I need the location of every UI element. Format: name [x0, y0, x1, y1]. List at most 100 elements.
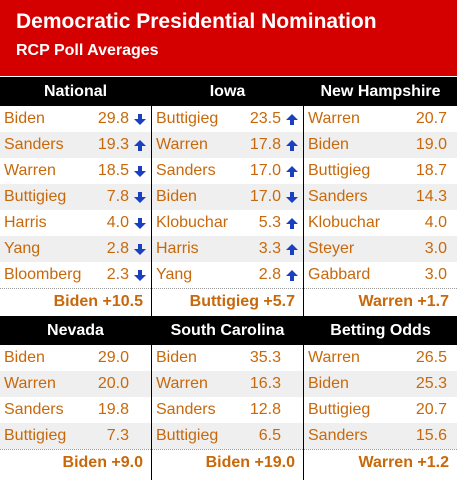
- poll-row: Klobuchar 5.3: [152, 210, 303, 236]
- trend-up-arrow-icon: [286, 270, 298, 281]
- poll-value: 7.8: [106, 188, 129, 205]
- poll-row: Harris 4.0: [0, 210, 151, 236]
- panel-title: National: [0, 77, 151, 106]
- candidate-name: Buttigieg: [4, 188, 67, 205]
- trend-down-arrow-icon: [286, 192, 298, 203]
- candidate-name: Sanders: [4, 136, 64, 153]
- candidate-name: Gabbard: [308, 266, 371, 283]
- poll-value: 26.5: [415, 349, 447, 366]
- candidate-name: Warren: [308, 349, 360, 366]
- candidate-name: Harris: [156, 240, 199, 257]
- poll-value: 16.3: [249, 375, 281, 392]
- candidate-name: Sanders: [4, 401, 64, 418]
- trend-down-arrow-icon: [134, 244, 146, 255]
- poll-value: 2.8: [106, 240, 129, 257]
- poll-value: 29.8: [97, 110, 129, 127]
- poll-rows: Biden 29.8 Sanders 19.3 Warren 18.5 Buttigieg 7…: [0, 106, 151, 288]
- poll-value: 23.5: [249, 110, 281, 127]
- candidate-name: Buttigieg: [308, 401, 371, 418]
- poll-value: 5.3: [258, 214, 281, 231]
- poll-value: 7.3: [106, 427, 129, 444]
- page-subtitle: RCP Poll Averages: [16, 42, 159, 59]
- trend-up-arrow-icon: [286, 140, 298, 151]
- poll-value: 19.3: [97, 136, 129, 153]
- poll-value: 15.6: [415, 427, 447, 444]
- candidate-name: Sanders: [156, 162, 216, 179]
- candidate-name: Biden: [308, 136, 349, 153]
- trend-up-arrow-icon: [286, 244, 298, 255]
- candidate-name: Klobuchar: [156, 214, 229, 231]
- poll-rows: Biden 35.3 Warren 16.3 Sanders 12.8 Buttigieg 6…: [152, 345, 303, 449]
- panel-new-hampshire: New Hampshire Warren 20.7 Biden 19.0 Buttigi…: [304, 77, 457, 316]
- panel-title: Iowa: [152, 77, 303, 106]
- poll-row: Biden 19.0: [304, 132, 457, 158]
- poll-value: 12.8: [249, 401, 281, 418]
- poll-value: 35.3: [249, 349, 281, 366]
- panel-south-carolina: South Carolina Biden 35.3 Warren 16.3 Sander…: [152, 316, 303, 477]
- poll-rows: Warren 20.7 Biden 19.0 Buttigieg 18.7 Sanders 1…: [304, 106, 457, 288]
- candidate-name: Klobuchar: [308, 214, 381, 231]
- poll-value: 4.0: [424, 214, 447, 231]
- trend-up-arrow-icon: [286, 166, 298, 177]
- poll-row: Harris 3.3: [152, 236, 303, 262]
- spread-label: Warren +1.2: [304, 449, 457, 477]
- poll-value: 2.3: [106, 266, 129, 283]
- trend-up-arrow-icon: [134, 140, 146, 151]
- trend-down-arrow-icon: [134, 218, 146, 229]
- candidate-name: Warren: [308, 110, 360, 127]
- poll-row: Biden 35.3: [152, 345, 303, 371]
- poll-row: Yang 2.8: [152, 262, 303, 288]
- spread-label: Buttigieg +5.7: [152, 288, 303, 316]
- poll-value: 18.7: [415, 162, 447, 179]
- poll-row: Sanders 19.3: [0, 132, 151, 158]
- candidate-name: Buttigieg: [156, 427, 219, 444]
- poll-value: 25.3: [415, 375, 447, 392]
- panel-nevada: Nevada Biden 29.0 Warren 20.0 Sanders 19.8 But…: [0, 316, 151, 477]
- poll-value: 17.0: [249, 188, 281, 205]
- trend-up-arrow-icon: [286, 114, 298, 125]
- poll-value: 29.0: [97, 349, 129, 366]
- candidate-name: Buttigieg: [4, 427, 67, 444]
- poll-row: Buttigieg 6.5: [152, 423, 303, 449]
- poll-row: Biden 29.8: [0, 106, 151, 132]
- poll-row: Biden 17.0: [152, 184, 303, 210]
- poll-value: 14.3: [415, 188, 447, 205]
- poll-value: 3.3: [258, 240, 281, 257]
- candidate-name: Yang: [4, 240, 41, 257]
- candidate-name: Buttigieg: [308, 162, 371, 179]
- poll-row: Warren 17.8: [152, 132, 303, 158]
- candidate-name: Biden: [4, 110, 45, 127]
- poll-row: Sanders 15.6: [304, 423, 457, 449]
- poll-rows: Warren 26.5 Biden 25.3 Buttigieg 20.7 Sanders 1…: [304, 345, 457, 449]
- poll-row: Sanders 19.8: [0, 397, 151, 423]
- trend-up-arrow-icon: [286, 218, 298, 229]
- poll-value: 17.8: [249, 136, 281, 153]
- candidate-name: Biden: [4, 349, 45, 366]
- candidate-name: Biden: [156, 188, 197, 205]
- poll-rows: Biden 29.0 Warren 20.0 Sanders 19.8 Buttigieg 7…: [0, 345, 151, 449]
- trend-down-arrow-icon: [134, 192, 146, 203]
- poll-row: Warren 20.7: [304, 106, 457, 132]
- column-divider: [151, 77, 152, 480]
- poll-row: Biden 25.3: [304, 371, 457, 397]
- candidate-name: Yang: [156, 266, 193, 283]
- poll-row: Buttigieg 7.8: [0, 184, 151, 210]
- poll-value: 4.0: [106, 214, 129, 231]
- poll-value: 20.0: [97, 375, 129, 392]
- candidate-name: Sanders: [308, 427, 368, 444]
- poll-row: Klobuchar 4.0: [304, 210, 457, 236]
- poll-row: Warren 20.0: [0, 371, 151, 397]
- candidate-name: Buttigieg: [156, 110, 219, 127]
- poll-row: Warren 18.5: [0, 158, 151, 184]
- panel-title: New Hampshire: [304, 77, 457, 106]
- panel-title: Nevada: [0, 316, 151, 345]
- poll-value: 19.0: [415, 136, 447, 153]
- poll-value: 6.5: [258, 427, 281, 444]
- candidate-name: Steyer: [308, 240, 355, 257]
- poll-row: Steyer 3.0: [304, 236, 457, 262]
- candidate-name: Bloomberg: [4, 266, 82, 283]
- poll-value: 18.5: [97, 162, 129, 179]
- trend-down-arrow-icon: [134, 270, 146, 281]
- poll-value: 3.0: [424, 240, 447, 257]
